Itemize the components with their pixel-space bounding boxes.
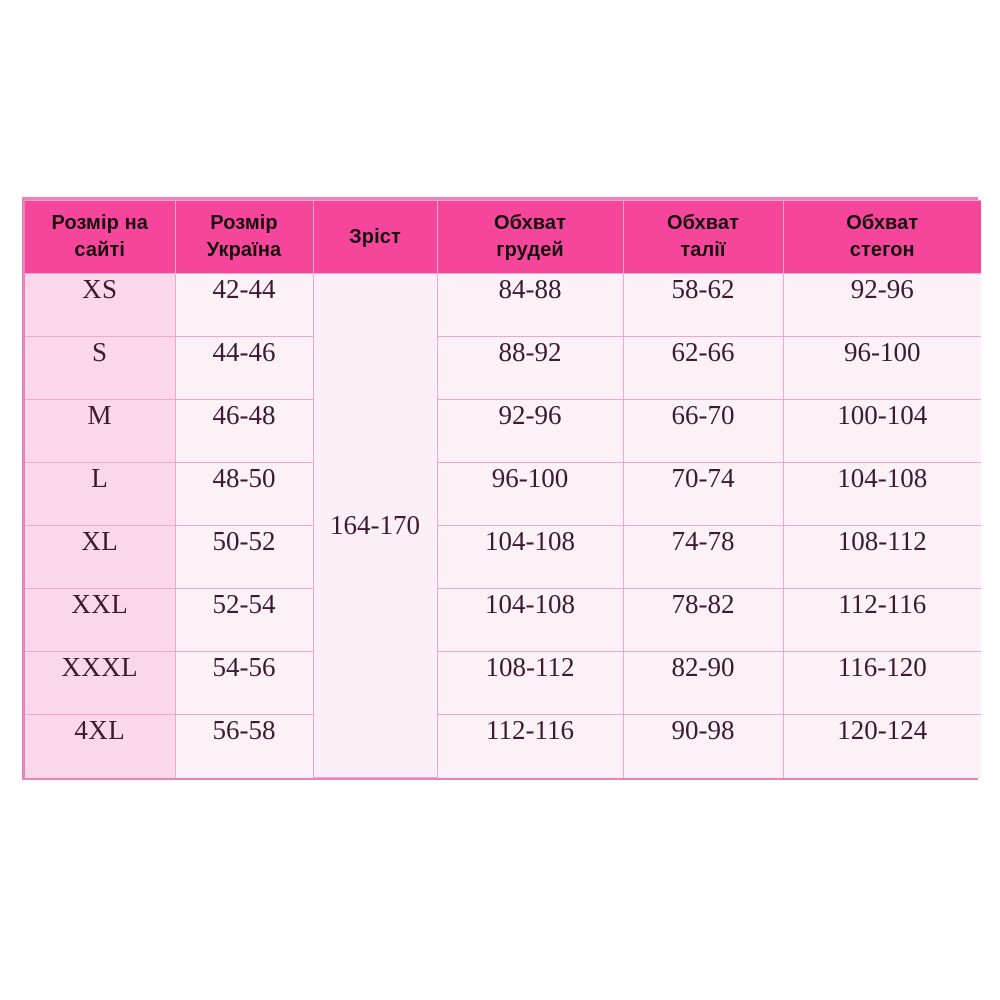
cell-size-ukraine: 54-56 [174, 651, 314, 715]
cell-hips: 112-116 [782, 588, 981, 652]
column-header-waist-line1: Обхват [666, 212, 740, 234]
cell-waist: 90-98 [622, 714, 784, 778]
cell-chest: 96-100 [436, 462, 624, 526]
column-header-height: Зріст [312, 200, 438, 274]
column-header-site: Розмір на сайті [25, 200, 176, 274]
cell-waist: 62-66 [622, 336, 784, 400]
cell-hips: 104-108 [782, 462, 981, 526]
cell-size-ukraine: 56-58 [174, 714, 314, 778]
column-header-ukraine: Розмір Україна [174, 200, 314, 274]
cell-chest: 108-112 [436, 651, 624, 715]
column-header-site-line1: Розмір на [51, 212, 148, 234]
table-header: Розмір на сайті Розмір Україна Зріст Обх… [25, 200, 981, 274]
column-header-chest-line1: Обхват [493, 212, 567, 234]
cell-chest: 92-96 [436, 399, 624, 463]
cell-size-site: XXL [25, 588, 176, 652]
column-header-waist: Обхват талії [622, 200, 784, 274]
cell-hips: 120-124 [782, 714, 981, 778]
header-row: Розмір на сайті Розмір Україна Зріст Обх… [25, 200, 981, 274]
column-header-hips: Обхват стегон [782, 200, 981, 274]
cell-size-ukraine: 44-46 [174, 336, 314, 400]
cell-hips: 100-104 [782, 399, 981, 463]
table-row: 4XL 56-58 112-116 90-98 120-124 [25, 714, 981, 778]
table-row: XS 42-44 164-170 84-88 58-62 92-96 [25, 273, 981, 778]
cell-waist: 74-78 [622, 525, 784, 589]
cell-hips: 108-112 [782, 525, 981, 589]
column-header-chest: Обхват грудей [436, 200, 624, 274]
cell-waist: 66-70 [622, 399, 784, 463]
table-row: M 46-48 92-96 66-70 100-104 [25, 399, 981, 463]
cell-chest: 104-108 [436, 525, 624, 589]
cell-height-range: 164-170 [312, 273, 438, 778]
cell-size-ukraine: 46-48 [174, 399, 314, 463]
cell-size-ukraine: 50-52 [174, 525, 314, 589]
table-row: S 44-46 88-92 62-66 96-100 [25, 336, 981, 400]
cell-chest: 104-108 [436, 588, 624, 652]
cell-size-ukraine: 42-44 [174, 273, 314, 337]
size-chart-container: Розмір на сайті Розмір Україна Зріст Обх… [22, 197, 981, 780]
column-header-hips-line2: стегон [849, 239, 915, 261]
cell-size-site: XL [25, 525, 176, 589]
cell-waist: 78-82 [622, 588, 784, 652]
cell-hips: 92-96 [782, 273, 981, 337]
table-row: L 48-50 96-100 70-74 104-108 [25, 462, 981, 526]
cell-hips: 116-120 [782, 651, 981, 715]
table-row: XL 50-52 104-108 74-78 108-112 [25, 525, 981, 589]
column-header-chest-line2: грудей [496, 239, 564, 261]
size-chart-table: Розмір на сайті Розмір Україна Зріст Обх… [25, 200, 981, 778]
column-header-site-line2: сайті [74, 239, 126, 261]
column-header-height-line1: Зріст [349, 225, 401, 248]
table-row: XXL 52-54 104-108 78-82 112-116 [25, 588, 981, 652]
table-body: XS 42-44 164-170 84-88 58-62 92-96 S 44-46 88-92… [25, 273, 981, 778]
cell-chest: 88-92 [436, 336, 624, 400]
column-header-ukraine-line1: Розмір [210, 212, 278, 234]
column-header-ukraine-line2: Україна [206, 239, 282, 261]
cell-waist: 58-62 [622, 273, 784, 337]
cell-size-ukraine: 52-54 [174, 588, 314, 652]
cell-size-site: XXXL [25, 651, 176, 715]
cell-waist: 82-90 [622, 651, 784, 715]
cell-size-site: XS [25, 273, 176, 337]
cell-size-site: 4XL [25, 714, 176, 778]
cell-hips: 96-100 [782, 336, 981, 400]
cell-size-site: S [25, 336, 176, 400]
table-row: XXXL 54-56 108-112 82-90 116-120 [25, 651, 981, 715]
cell-size-site: M [25, 399, 176, 463]
cell-waist: 70-74 [622, 462, 784, 526]
cell-chest: 112-116 [436, 714, 624, 778]
cell-size-ukraine: 48-50 [174, 462, 314, 526]
column-header-hips-line1: Обхват [846, 212, 919, 234]
column-header-waist-line2: талії [680, 239, 726, 261]
cell-chest: 84-88 [436, 273, 624, 337]
cell-size-site: L [25, 462, 176, 526]
